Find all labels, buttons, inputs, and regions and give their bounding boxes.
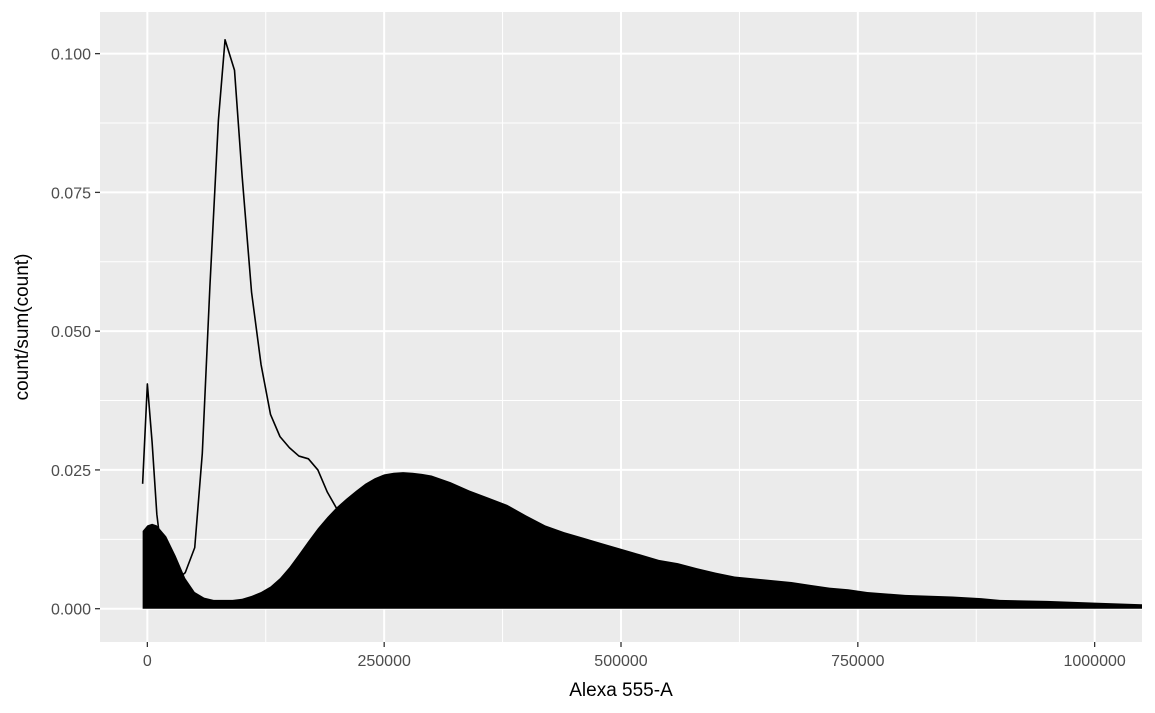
x-tick-label: 0 xyxy=(143,653,152,670)
density-area-series xyxy=(142,472,1143,609)
y-tick-label: 0.025 xyxy=(51,463,91,480)
x-axis-tick-labels: 0 250000 500000 750000 1000000 xyxy=(143,653,1126,670)
y-axis-title: count/sum(count) xyxy=(12,254,33,401)
y-tick-label: 0.050 xyxy=(51,324,91,341)
y-axis-ticks xyxy=(95,52,100,610)
x-tick-label: 750000 xyxy=(831,653,884,670)
y-tick-label: 0.075 xyxy=(51,185,91,202)
y-tick-label: 0.000 xyxy=(51,602,91,619)
y-tick-label: 0.100 xyxy=(51,47,91,64)
x-tick-label: 1000000 xyxy=(1063,653,1125,670)
series-layer xyxy=(141,38,1143,609)
x-axis-ticks xyxy=(146,642,1096,647)
x-axis-title: Alexa 555-A xyxy=(569,680,673,701)
x-tick-label: 500000 xyxy=(594,653,647,670)
density-line-series xyxy=(141,38,347,582)
y-axis-tick-labels: 0.000 0.025 0.050 0.075 0.100 xyxy=(51,47,91,619)
x-tick-label: 250000 xyxy=(357,653,410,670)
